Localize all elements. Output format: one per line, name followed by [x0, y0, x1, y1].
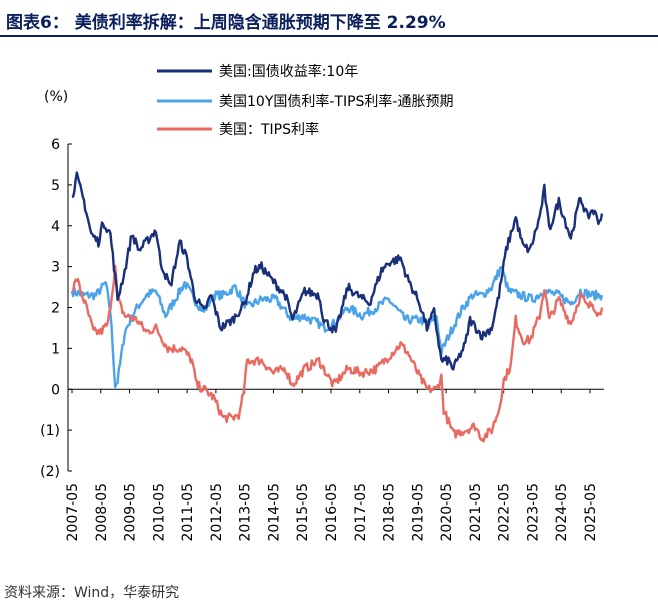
y-tick-label: 4	[51, 219, 60, 235]
series-line-3	[71, 264, 604, 443]
y-axis-ticks: 6 5 4 3 2 1 0 (1) (2)	[40, 137, 72, 480]
x-tick-label: 2008-05	[94, 483, 110, 542]
legend-label: 美国10Y国债利率-TIPS利率-通胀预期	[219, 93, 453, 110]
y-tick-label: 3	[51, 260, 60, 276]
x-tick-label: 2017-05	[353, 483, 369, 542]
chart-title: 图表6： 美债利率拆解：上周隐含通胀预期下降至 2.29%	[6, 13, 446, 33]
y-tick-label: 2	[51, 301, 60, 317]
x-tick-label: 2015-05	[295, 483, 311, 542]
y-tick-label: (1)	[40, 423, 60, 439]
series-lines	[70, 171, 604, 443]
x-tick-label: 2023-05	[525, 483, 541, 542]
x-axis: 2007-05 2008-05 2009-05 2010-05 2011-05 2012-…	[65, 388, 604, 542]
y-tick-label: 0	[51, 382, 60, 398]
legend: 美国:国债收益率:10年美国10Y国债利率-TIPS利率-通胀预期美国：TIPS…	[157, 63, 453, 138]
x-tick-label: 2025-05	[583, 483, 599, 542]
x-tick-label: 2018-05	[382, 483, 398, 542]
x-tick-label: 2020-05	[439, 483, 455, 542]
line-chart: (%) 美国:国债收益率:10年美国10Y国债利率-TIPS利率-通胀预期美国：…	[40, 63, 604, 542]
source-note: 资料来源：Wind，华泰研究	[4, 585, 180, 601]
y-tick-label: (2)	[40, 464, 60, 480]
x-tick-label: 2011-05	[180, 483, 196, 542]
x-tick-label: 2019-05	[410, 483, 426, 542]
title-divider	[0, 35, 658, 37]
x-tick-label: 2014-05	[266, 483, 282, 542]
x-tick-label: 2010-05	[151, 483, 167, 542]
x-tick-label: 2024-05	[554, 483, 570, 542]
series-line-1	[71, 171, 604, 371]
y-axis-unit-label: (%)	[44, 89, 68, 105]
x-tick-label: 2016-05	[324, 483, 340, 542]
x-tick-label: 2013-05	[238, 483, 254, 542]
legend-label: 美国：TIPS利率	[219, 121, 319, 138]
legend-label: 美国:国债收益率:10年	[219, 63, 358, 80]
x-tick-label: 2021-05	[468, 483, 484, 542]
y-tick-label: 6	[51, 137, 60, 153]
x-tick-label: 2007-05	[65, 483, 81, 542]
y-tick-label: 5	[51, 178, 60, 194]
x-tick-label: 2012-05	[209, 483, 225, 542]
y-tick-label: 1	[51, 341, 60, 357]
x-tick-label: 2022-05	[497, 483, 513, 542]
x-tick-label: 2009-05	[123, 483, 139, 542]
